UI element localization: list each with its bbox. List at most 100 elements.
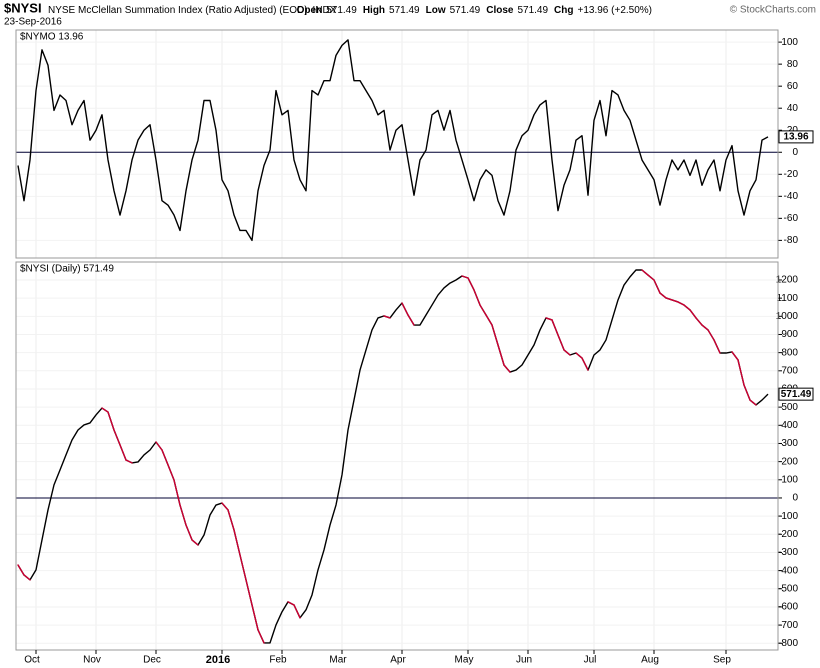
quote-label: Close bbox=[486, 5, 514, 16]
y-tick-label: 80 bbox=[787, 59, 799, 70]
down-segment bbox=[479, 304, 487, 316]
y-tick-label: 900 bbox=[781, 329, 798, 340]
y-tick-label: 40 bbox=[787, 103, 799, 114]
quote-label: Low bbox=[426, 5, 446, 16]
y-tick-label: 20 bbox=[787, 125, 799, 136]
down-segment bbox=[497, 344, 505, 366]
y-tick-label: 1200 bbox=[776, 275, 799, 286]
y-tick-label: 60 bbox=[787, 81, 799, 92]
down-segment bbox=[155, 441, 163, 451]
down-segment bbox=[221, 502, 229, 511]
down-segment bbox=[665, 297, 673, 301]
quote: Open 571.49 High 571.49 Low 571.49 Close 571.49… bbox=[297, 5, 652, 16]
last-value-box bbox=[778, 130, 814, 144]
down-segment bbox=[17, 564, 25, 576]
line bbox=[17, 39, 769, 242]
date: 23-Sep-2016 bbox=[4, 17, 62, 28]
y-tick-label: -800 bbox=[778, 638, 798, 649]
down-segment bbox=[689, 309, 697, 319]
quote-value: 571.49 bbox=[326, 5, 357, 16]
down-segment bbox=[407, 314, 415, 326]
y-tick-label: -300 bbox=[778, 547, 798, 558]
down-segment bbox=[491, 324, 499, 346]
down-segment bbox=[401, 302, 409, 316]
x-tick-label: Aug bbox=[641, 655, 659, 666]
y-tick-label: -700 bbox=[778, 620, 798, 631]
x-tick-label: May bbox=[455, 655, 474, 666]
symbol: $NYSI bbox=[4, 0, 42, 15]
down-segment bbox=[461, 275, 469, 279]
quote-value: 571.49 bbox=[450, 5, 481, 16]
credit: © StockCharts.com bbox=[730, 5, 816, 16]
down-segment bbox=[713, 339, 721, 354]
x-tick-label: Apr bbox=[390, 655, 406, 666]
y-tick-label: -600 bbox=[778, 602, 798, 613]
down-segment bbox=[641, 269, 649, 276]
line bbox=[17, 269, 769, 644]
down-segment bbox=[485, 314, 493, 326]
x-tick-label: Dec bbox=[143, 655, 161, 666]
x-tick-label: Jun bbox=[516, 655, 532, 666]
down-segment bbox=[245, 579, 253, 606]
down-segment bbox=[167, 464, 175, 481]
y-tick-label: 1000 bbox=[776, 311, 799, 322]
down-segment bbox=[581, 357, 589, 371]
y-tick-label: -40 bbox=[784, 191, 799, 202]
y-tick-label: 300 bbox=[781, 438, 798, 449]
down-segment bbox=[113, 429, 121, 446]
y-tick-label: 100 bbox=[781, 37, 798, 48]
down-segment bbox=[161, 449, 169, 466]
y-tick-label: -400 bbox=[778, 565, 798, 576]
down-segment bbox=[563, 349, 571, 356]
y-tick-label: 100 bbox=[781, 474, 798, 485]
panel-frame bbox=[15, 29, 779, 259]
down-segment bbox=[653, 279, 661, 294]
down-segment bbox=[173, 479, 181, 506]
down-segment bbox=[671, 299, 679, 303]
x-tick-label: Mar bbox=[329, 655, 347, 666]
down-segment bbox=[737, 359, 745, 386]
y-tick-label: 500 bbox=[781, 402, 798, 413]
y-tick-label: 0 bbox=[792, 493, 798, 504]
last-value-label: 13.96 bbox=[783, 132, 808, 143]
down-segment bbox=[695, 317, 703, 326]
x-tick-label: 2016 bbox=[206, 654, 230, 666]
exchange: INDX bbox=[313, 5, 337, 16]
x-tick-label: Sep bbox=[713, 655, 731, 666]
down-segment bbox=[743, 384, 751, 401]
down-segment bbox=[503, 364, 511, 373]
y-tick-label: -20 bbox=[784, 169, 799, 180]
down-segment bbox=[233, 529, 241, 556]
y-tick-label: -200 bbox=[778, 529, 798, 540]
down-segment bbox=[575, 352, 583, 359]
down-segment bbox=[557, 334, 565, 351]
down-segment bbox=[551, 319, 559, 336]
down-segment bbox=[287, 601, 295, 606]
y-tick-label: -80 bbox=[784, 235, 799, 246]
x-tick-label: Oct bbox=[24, 655, 40, 666]
down-segment bbox=[125, 459, 133, 464]
down-segment bbox=[683, 304, 691, 311]
down-segment bbox=[23, 574, 31, 581]
y-tick-label: -60 bbox=[784, 213, 799, 224]
title: NYSE McClellan Summation Index (Ratio Ad… bbox=[48, 5, 337, 16]
last-value-box bbox=[778, 387, 814, 401]
down-segment bbox=[545, 317, 553, 321]
quote-value: 571.49 bbox=[389, 5, 420, 16]
y-tick-label: 700 bbox=[781, 365, 798, 376]
y-tick-label: 1100 bbox=[776, 293, 798, 304]
down-segment bbox=[701, 324, 709, 331]
down-segment bbox=[101, 407, 109, 413]
down-segment bbox=[107, 411, 115, 431]
quote-value: +13.96 (+2.50%) bbox=[578, 5, 653, 16]
quote-label: High bbox=[363, 5, 385, 16]
down-segment bbox=[749, 399, 757, 406]
y-tick-label: -500 bbox=[778, 583, 798, 594]
down-segment bbox=[647, 274, 655, 281]
down-segment bbox=[467, 277, 475, 291]
y-tick-label: 800 bbox=[781, 347, 798, 358]
down-segment bbox=[707, 329, 715, 341]
down-segment bbox=[185, 524, 193, 541]
down-segment bbox=[239, 554, 247, 581]
down-segment bbox=[293, 604, 301, 619]
